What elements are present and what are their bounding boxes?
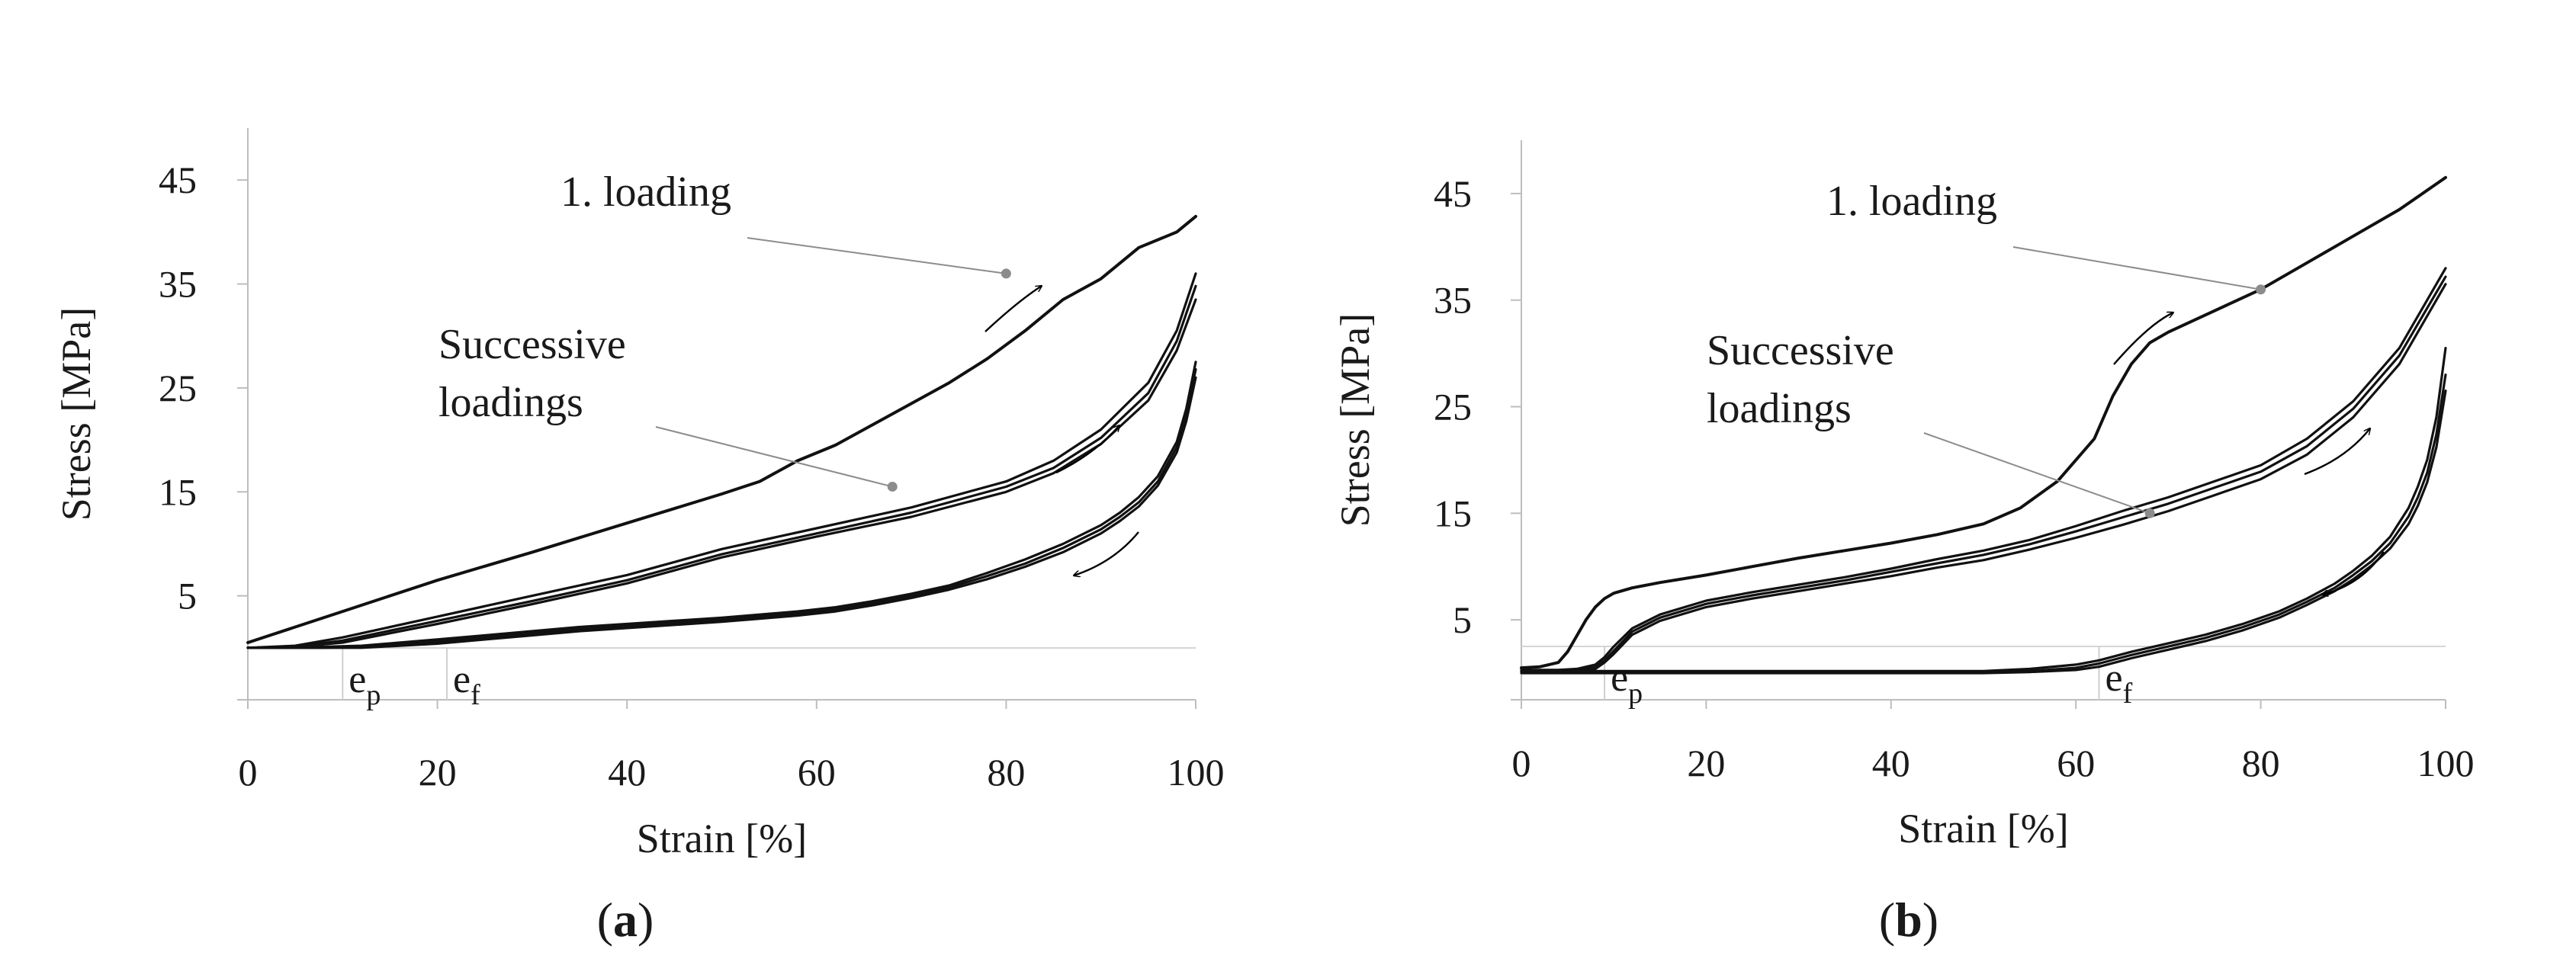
x-tick-label: 20 [1687,742,1725,784]
x-tick-label: 0 [1512,742,1531,784]
series-line-1 [1520,175,2447,670]
marker-label-ep: ep [348,658,381,711]
x-tick-label: 80 [2242,742,2280,784]
y-tick-label: 25 [1434,386,1472,428]
annotation-first-loading: 1. loading [560,168,731,216]
y-tick-label: 35 [159,263,197,306]
annotation-point-1 [1001,268,1011,279]
direction-arrow-1 [2113,313,2173,365]
annotation-point-2 [2144,508,2155,518]
x-tick-label: 40 [1872,742,1910,784]
x-tick-label: 40 [608,751,646,794]
annotation-first-loading: 1. loading [1826,178,1997,225]
series-line-4 [246,298,1197,649]
panel-letter-b: (b) [1879,893,1938,947]
marker-label-ep: ep [1611,656,1643,710]
marker-label-ef: ef [2105,656,2133,710]
series-line-2 [246,272,1197,649]
annotation-successive-loadings: Successive loadings [1707,327,1894,432]
y-tick-label: 35 [1434,279,1472,322]
direction-arrow-2 [1055,425,1119,474]
annotation-point-2 [887,481,898,492]
series-line-3 [246,284,1197,649]
panel-b: 5 15 25 35 45 0 20 40 60 80 100 Strain [%] Stress [M… [1332,140,2475,947]
series-line-3 [1520,275,2447,672]
panel-letter-a: (a) [597,893,654,947]
y-axis-title: Stress [MPa] [53,307,99,521]
annotation-leader-1 [2012,246,2261,290]
x-tick-label: 100 [1168,751,1225,794]
series-line-2 [1520,267,2447,672]
y-tick-label: 15 [1434,492,1472,534]
x-tick-label: 20 [419,751,457,794]
y-tick-label: 45 [159,159,197,201]
x-axis-title: Strain [%] [1898,806,2068,851]
series-line-1 [246,214,1197,644]
y-tick-label: 25 [159,367,197,409]
y-tick-label: 15 [159,470,197,513]
x-tick-label: 60 [798,751,836,794]
annotation-leader-2 [1923,432,2150,515]
y-tick-label: 45 [1434,172,1472,215]
x-tick-label: 60 [2057,742,2095,784]
x-tick-label: 100 [2417,742,2475,784]
annotation-successive-loadings: Successive loadings [438,321,626,426]
annotation-point-1 [2256,284,2266,295]
x-tick-label: 80 [987,751,1025,794]
series-line-7 [246,376,1197,649]
x-tick-label: 0 [239,751,258,794]
panel-a: 5 15 25 35 45 0 20 40 60 80 100 Strain [%] Stress [M… [53,128,1225,947]
annotation-leader-1 [747,237,1007,274]
marker-label-ef: ef [453,658,480,711]
direction-arrow-1 [984,286,1042,332]
y-tick-label: 5 [1453,598,1472,641]
direction-arrow-3 [2322,551,2385,595]
series-line-4 [1520,283,2447,672]
series-line-6 [246,367,1197,649]
direction-arrow-2 [2304,428,2370,476]
y-axis-title: Stress [MPa] [1332,313,1378,527]
direction-arrow-3 [1074,531,1139,576]
series-line-5 [1520,347,2447,672]
x-axis-title: Strain [%] [637,816,807,861]
annotation-leader-2 [655,426,893,488]
series-line-5 [246,361,1197,649]
series-line-7 [1520,389,2447,675]
y-tick-label: 5 [178,575,197,617]
